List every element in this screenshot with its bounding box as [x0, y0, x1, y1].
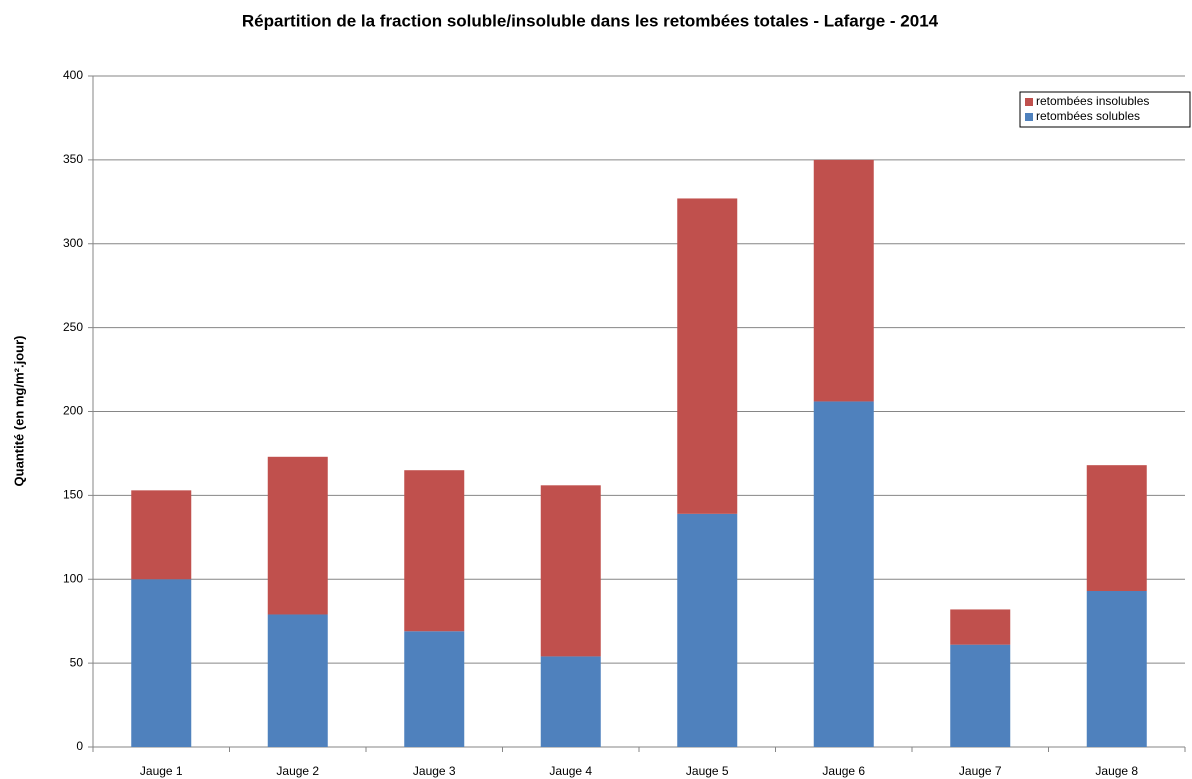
bar-segment	[677, 198, 738, 514]
y-tick-label: 200	[63, 404, 83, 418]
bar-segment	[950, 609, 1011, 645]
x-tick-label: Jauge 6	[822, 764, 865, 778]
bar-segment	[1086, 590, 1147, 747]
y-tick-label: 150	[63, 488, 83, 502]
x-tick-label: Jauge 2	[276, 764, 319, 778]
x-tick-label: Jauge 3	[413, 764, 456, 778]
chart-title: Répartition de la fraction soluble/insol…	[242, 11, 939, 30]
bar-segment	[267, 456, 328, 615]
x-tick-label: Jauge 7	[959, 764, 1002, 778]
y-tick-label: 250	[63, 320, 83, 334]
y-tick-label: 50	[70, 655, 84, 669]
bar-segment	[131, 579, 192, 747]
bar-segment	[404, 631, 465, 747]
bar-segment	[540, 485, 601, 657]
bar-segment	[267, 614, 328, 747]
legend-swatch	[1025, 98, 1033, 106]
legend-label: retombées solubles	[1036, 109, 1140, 123]
bar-segment	[404, 470, 465, 632]
x-tick-label: Jauge 4	[549, 764, 592, 778]
y-tick-label: 400	[63, 68, 83, 82]
y-tick-label: 0	[76, 739, 83, 753]
bar-segment	[813, 401, 874, 747]
y-axis-label: Quantité (en mg/m².jour)	[11, 336, 26, 487]
y-tick-label: 350	[63, 152, 83, 166]
bar-segment	[950, 644, 1011, 747]
y-tick-label: 300	[63, 236, 83, 250]
x-tick-label: Jauge 1	[140, 764, 183, 778]
legend-swatch	[1025, 113, 1033, 121]
bar-segment	[677, 513, 738, 747]
bar-segment	[540, 656, 601, 747]
legend-box	[1019, 91, 1191, 128]
x-tick-label: Jauge 5	[686, 764, 729, 778]
bar-segment	[131, 490, 192, 580]
x-tick-label: Jauge 8	[1095, 764, 1138, 778]
legend-label: retombées insolubles	[1036, 94, 1149, 108]
bar-segment	[1086, 465, 1147, 591]
bar-segment	[813, 159, 874, 402]
y-tick-label: 100	[63, 571, 83, 585]
